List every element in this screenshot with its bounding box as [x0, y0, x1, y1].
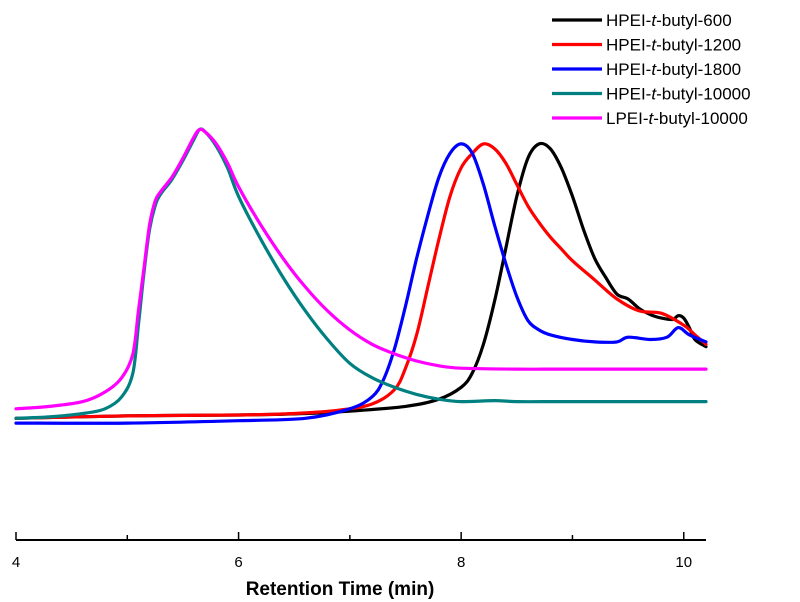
x-tick-label: 4	[12, 554, 20, 571]
series-line-5	[14, 127, 708, 411]
plot-lines	[14, 127, 708, 425]
x-tick-label: 8	[457, 554, 465, 571]
legend: HPEI-t-butyl-600 HPEI-t-butyl-1200 HPEI-t-…	[552, 11, 751, 128]
series-line-3	[14, 142, 708, 425]
series-line-2	[14, 142, 708, 420]
x-tick-label: 10	[675, 554, 692, 571]
x-axis-title: Retention Time (min)	[246, 579, 435, 600]
x-tick-label: 6	[234, 554, 242, 571]
series-line-1	[14, 141, 708, 420]
legend-label-4: HPEI-t-butyl-10000	[606, 85, 751, 104]
legend-label-1: HPEI-t-butyl-600	[606, 11, 732, 30]
x-axis-ticks: 4 6 8 10	[12, 532, 692, 571]
legend-label-3: HPEI-t-butyl-1800	[606, 60, 741, 79]
legend-label-2: HPEI-t-butyl-1200	[606, 36, 741, 55]
legend-label-5: LPEI-t-butyl-10000	[606, 109, 748, 128]
